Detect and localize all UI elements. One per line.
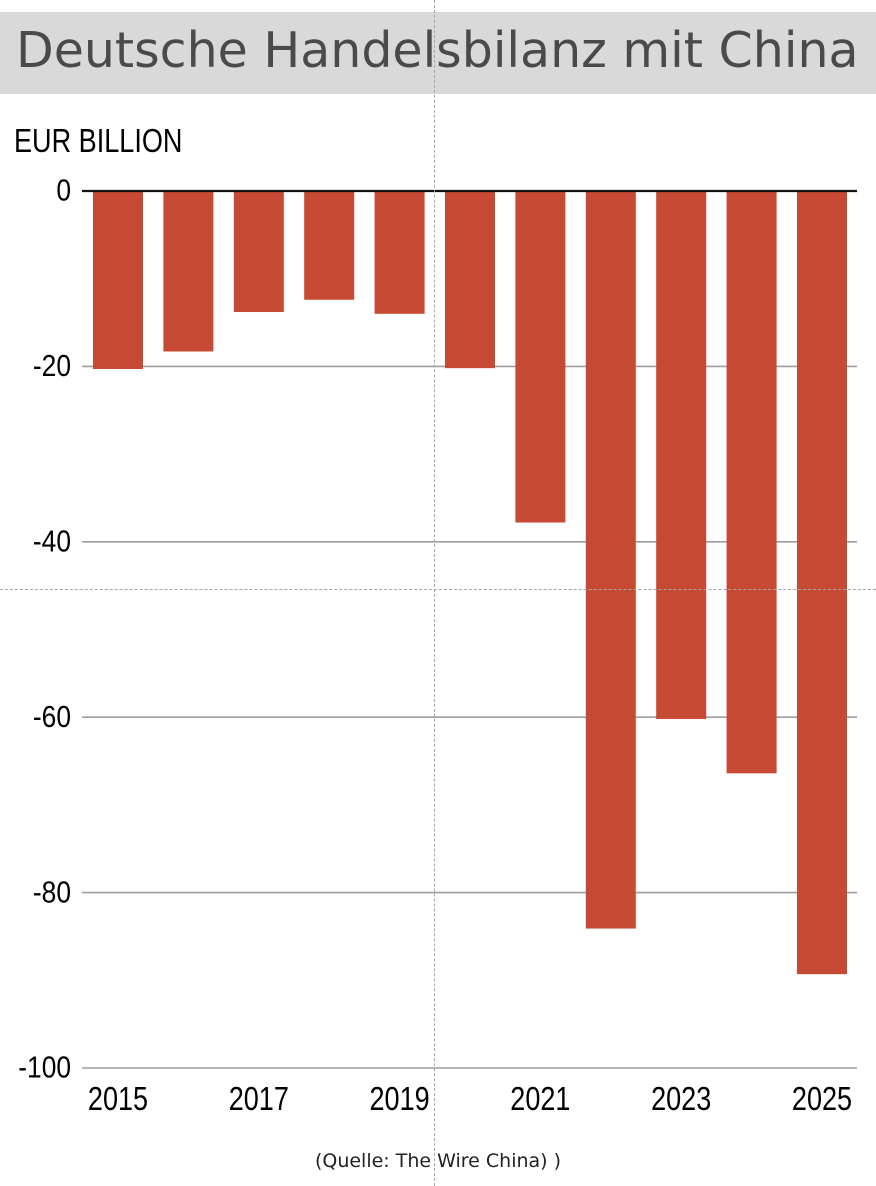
bar-2024 [726, 191, 777, 774]
y-tick-label: -100 [18, 1051, 71, 1085]
x-tick-label: 2021 [510, 1082, 570, 1118]
bar-2019 [374, 191, 425, 314]
x-tick-label: 2025 [792, 1082, 852, 1118]
x-tick-label: 2017 [229, 1082, 289, 1118]
bar-2022 [585, 191, 636, 929]
bar-2020 [445, 191, 495, 369]
bar-2016 [163, 191, 214, 352]
y-tick-label: 0 [56, 174, 71, 208]
y-tick-labels: 0 -20 -40 -60 -80 -100 [18, 174, 71, 1085]
title-bar: Deutsche Handelsbilanz mit China [0, 12, 876, 94]
bar-2018 [304, 191, 355, 300]
y-tick-label: -60 [33, 700, 71, 734]
x-tick-label: 2023 [651, 1082, 711, 1118]
bar-2021 [515, 191, 566, 523]
chart-title: Deutsche Handelsbilanz mit China [16, 22, 859, 79]
y-tick-label: -40 [33, 525, 71, 559]
x-tick-label: 2019 [370, 1082, 430, 1118]
bars [93, 191, 847, 975]
y-tick-label: -80 [33, 875, 71, 909]
bar-2025 [797, 191, 847, 975]
source-note: (Quelle: The Wire China) ) [314, 1150, 562, 1172]
bar-2015 [93, 191, 143, 370]
y-axis-unit-label: EUR BILLION [14, 122, 183, 159]
y-tick-label: -20 [33, 349, 71, 383]
bar-2023 [656, 191, 707, 719]
bar-2017 [233, 191, 284, 313]
x-tick-labels: 2015 2017 2019 2021 2023 2025 [88, 1082, 852, 1118]
x-tick-label: 2015 [88, 1082, 148, 1118]
